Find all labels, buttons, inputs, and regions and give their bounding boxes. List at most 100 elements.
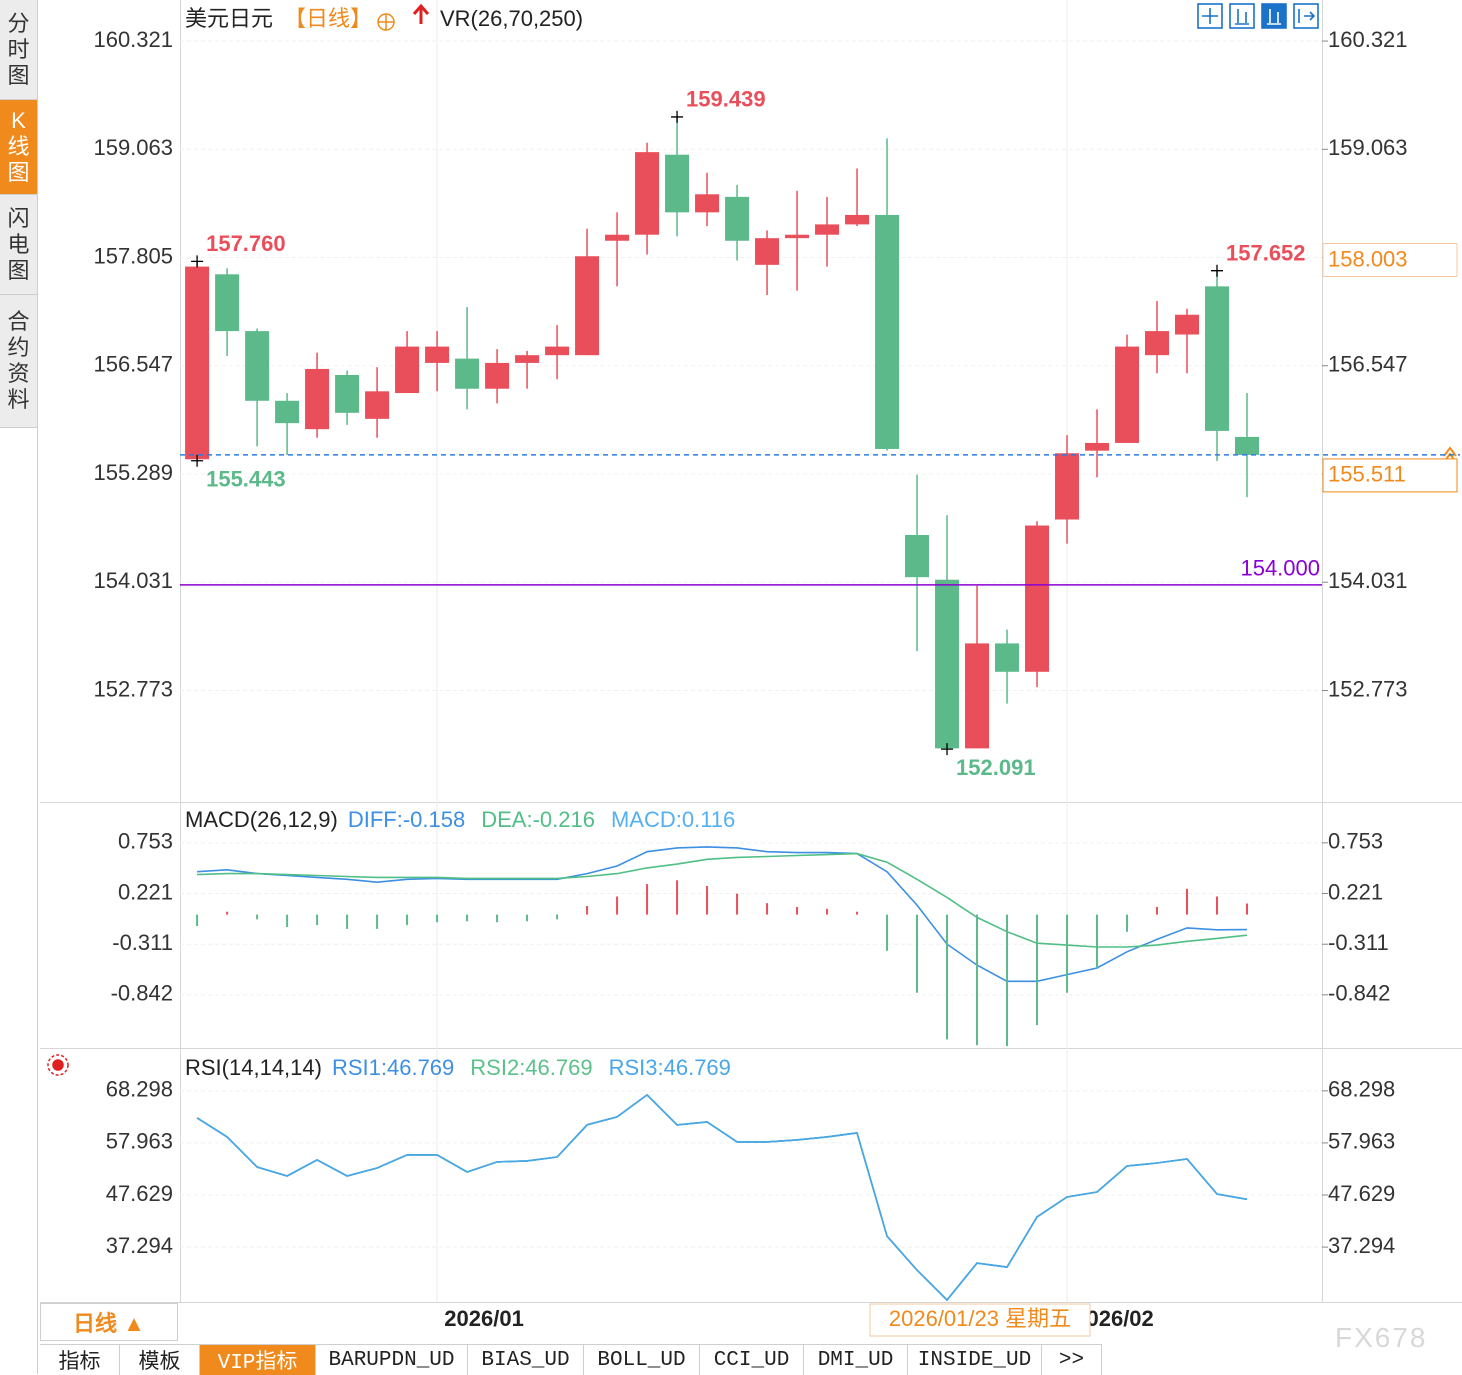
period[interactable]: 【日线】 — [284, 6, 372, 31]
high-label: 159.439 — [686, 87, 766, 112]
sidebar-tab[interactable]: 合约资料 — [0, 295, 38, 428]
y-tick-label: 154.031 — [93, 568, 173, 593]
tab[interactable]: >> — [1042, 1345, 1102, 1375]
y-tick-label-right: 156.547 — [1328, 352, 1408, 377]
candle-body — [845, 214, 870, 225]
macd-bar — [766, 903, 769, 915]
candle-body — [455, 358, 480, 389]
period-button[interactable]: 日线 ▲ — [40, 1303, 178, 1341]
indicator-line — [197, 846, 1248, 983]
y-tick-label: 156.547 — [93, 352, 173, 377]
tab[interactable]: DMI_UD — [804, 1345, 908, 1375]
low-label: 152.091 — [956, 755, 1036, 780]
low-label: 155.443 — [206, 467, 286, 492]
sidebar-tab[interactable]: 分时图 — [0, 0, 38, 100]
candle-body — [725, 196, 750, 241]
candle-body — [1055, 453, 1080, 520]
macd-bar — [226, 911, 229, 915]
legend-entry: MACD:0.116 — [611, 807, 735, 832]
symbol: 美元日元 — [185, 6, 273, 31]
y-tick-label-right: 47.629 — [1328, 1181, 1395, 1206]
legend-entry: RSI1:46.769 — [332, 1055, 454, 1080]
candle-body — [815, 224, 840, 235]
sidebar-empty — [0, 428, 38, 1374]
high-marker — [1211, 264, 1224, 277]
macd-bar — [736, 893, 739, 915]
candle-body — [755, 238, 780, 265]
macd-bar — [1036, 914, 1039, 1026]
low-marker — [191, 454, 204, 467]
macd-bar — [286, 914, 289, 927]
y-tick-label: 68.298 — [106, 1077, 173, 1102]
legend-entry: DEA:-0.216 — [481, 807, 595, 832]
candle-body — [1145, 331, 1170, 356]
candle-body — [365, 391, 390, 419]
macd-bar — [316, 914, 319, 926]
candle-body — [695, 194, 720, 213]
macd-bar — [616, 896, 619, 915]
macd-bar — [976, 914, 979, 1046]
panel-title: MACD(26,12,9) — [185, 807, 338, 832]
period-icon[interactable] — [377, 13, 395, 31]
tab[interactable]: INSIDE_UD — [908, 1345, 1042, 1375]
candle-body — [515, 355, 540, 363]
macd-bar — [856, 911, 859, 915]
candle-body — [995, 643, 1020, 672]
tab[interactable]: BIAS_UD — [468, 1345, 584, 1375]
macd-bar — [556, 914, 559, 920]
tab[interactable]: 指标 — [40, 1345, 120, 1375]
y-tick-label-right: 152.773 — [1328, 676, 1408, 701]
indicator-icon[interactable] — [412, 3, 430, 24]
candle-body — [875, 214, 900, 449]
sidebar-tab[interactable]: 闪电图 — [0, 195, 38, 295]
macd-bar — [646, 884, 649, 915]
candle-body — [785, 234, 810, 239]
sidebar-tab[interactable]: K线图 — [0, 100, 38, 195]
y-tick-label: -0.311 — [112, 930, 173, 955]
macd-bar — [346, 914, 349, 929]
legend-entry: DIFF:-0.158 — [348, 807, 465, 832]
indicator-line — [197, 852, 1248, 948]
candle-body — [935, 579, 960, 749]
tab[interactable]: BARUPDN_UD — [316, 1345, 468, 1375]
tab[interactable]: 模板 — [120, 1345, 200, 1375]
candle-body — [275, 400, 300, 424]
candle-body — [395, 346, 420, 394]
macd-bar — [586, 906, 589, 915]
candle-body — [1025, 525, 1050, 672]
high-marker — [191, 255, 204, 268]
candle-body — [1235, 436, 1260, 455]
candle-body — [1205, 286, 1230, 431]
macd-bar — [1066, 914, 1069, 993]
y-tick-label: 0.753 — [118, 829, 173, 854]
macd-bar — [376, 914, 379, 929]
macd-bar — [406, 914, 409, 926]
candle-body — [1115, 346, 1140, 443]
tab[interactable]: CCI_UD — [700, 1345, 804, 1375]
macd-bar — [1156, 906, 1159, 915]
last-price-tag — [1322, 458, 1458, 493]
toolbar-icons[interactable] — [1197, 3, 1319, 29]
macd-bar — [1216, 896, 1219, 915]
high-label: 157.760 — [206, 231, 286, 256]
tab[interactable]: VIP指标 — [200, 1345, 316, 1375]
candle-body — [335, 374, 360, 413]
y-tick-label: 47.629 — [106, 1181, 173, 1206]
candle-body — [305, 368, 330, 430]
candle-body — [1085, 442, 1110, 451]
tab[interactable]: BOLL_UD — [584, 1345, 700, 1375]
rsi-icon[interactable] — [47, 1054, 69, 1076]
macd-bar — [946, 914, 949, 1040]
y-tick-label: 155.289 — [93, 460, 173, 485]
candle-body — [1175, 314, 1200, 335]
low-marker — [941, 743, 954, 756]
y-tick-label-right: 57.963 — [1328, 1129, 1395, 1154]
indicator-line — [196, 1093, 1248, 1302]
y-tick-label: 37.294 — [106, 1233, 173, 1258]
sidebar-tab-label: 分时图 — [7, 10, 30, 88]
macd-bar — [256, 914, 259, 920]
indicator-line — [196, 1093, 1248, 1302]
crosshair-date-label: 2026/01/23 星期五 — [889, 1306, 1071, 1331]
y-tick-label: 160.321 — [93, 27, 173, 52]
